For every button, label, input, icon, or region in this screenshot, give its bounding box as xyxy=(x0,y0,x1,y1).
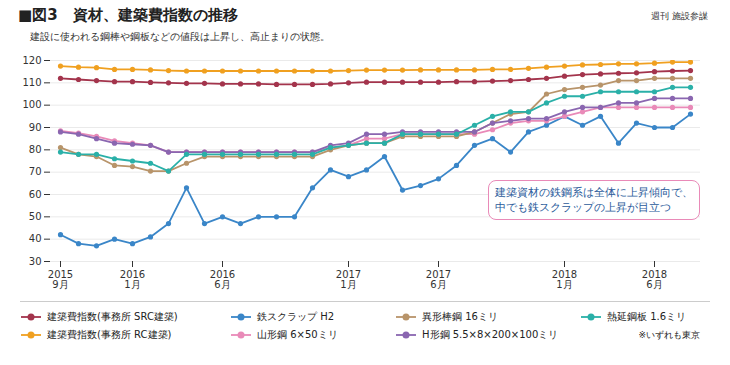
html-text:建設に使われる鋼棒や鋼板などの値段は上昇し、高止まりの状態。: 建設に使われる鋼棒や鋼板などの値段は上昇し、高止まりの状態。 xyxy=(30,31,330,42)
svg-text:90: 90 xyxy=(29,122,42,133)
html-text:建築費指数(事務所 RC建築): 建築費指数(事務所 RC建築) xyxy=(47,329,172,340)
html-text:※いずれも東京: ※いずれも東京 xyxy=(638,329,700,340)
html-text:週刊 施設参謀: 週刊 施設参謀 xyxy=(651,11,708,21)
svg-text:60: 60 xyxy=(29,189,42,200)
svg-text:40: 40 xyxy=(29,233,42,244)
svg-text:20159月: 20159月 xyxy=(48,269,73,290)
svg-text:120: 120 xyxy=(22,55,41,66)
svg-text:110: 110 xyxy=(22,77,41,88)
svg-text:100: 100 xyxy=(22,99,41,110)
html-text:山形鋼 6×50ミリ: 山形鋼 6×50ミリ xyxy=(257,329,338,340)
svg-text:20166月: 20166月 xyxy=(210,269,235,290)
svg-text:80: 80 xyxy=(29,144,42,155)
html-text:異形棒鋼 16ミリ: 異形棒鋼 16ミリ xyxy=(422,311,498,322)
svg-text:50: 50 xyxy=(29,211,42,222)
html-text:建築資材の鉄鋼系は全体に上昇傾向で、 中でも鉄スクラップの上: 建築資材の鉄鋼系は全体に上昇傾向で、 中でも鉄スクラップの上昇が目立つ xyxy=(495,186,693,213)
html-text:建築費指数(事務所 SRC建築): 建築費指数(事務所 SRC建築) xyxy=(47,311,178,322)
svg-text:20176月: 20176月 xyxy=(426,269,451,290)
svg-text:20171月: 20171月 xyxy=(336,269,361,290)
html-text:熱延鋼板 1.6ミリ: 熱延鋼板 1.6ミリ xyxy=(607,311,687,322)
svg-text:20186月: 20186月 xyxy=(642,269,667,290)
html-text:■図3 資材、建築費指数の推移: ■図3 資材、建築費指数の推移 xyxy=(18,6,238,24)
html-text:鉄スクラップ H2: 鉄スクラップ H2 xyxy=(257,311,335,322)
html-text:H形鋼 5.5×8×200×100ミリ: H形鋼 5.5×8×200×100ミリ xyxy=(422,329,559,340)
svg-text:20181月: 20181月 xyxy=(552,269,577,290)
svg-text:20161月: 20161月 xyxy=(120,269,145,290)
svg-text:30: 30 xyxy=(29,256,42,267)
svg-text:70: 70 xyxy=(29,166,42,177)
